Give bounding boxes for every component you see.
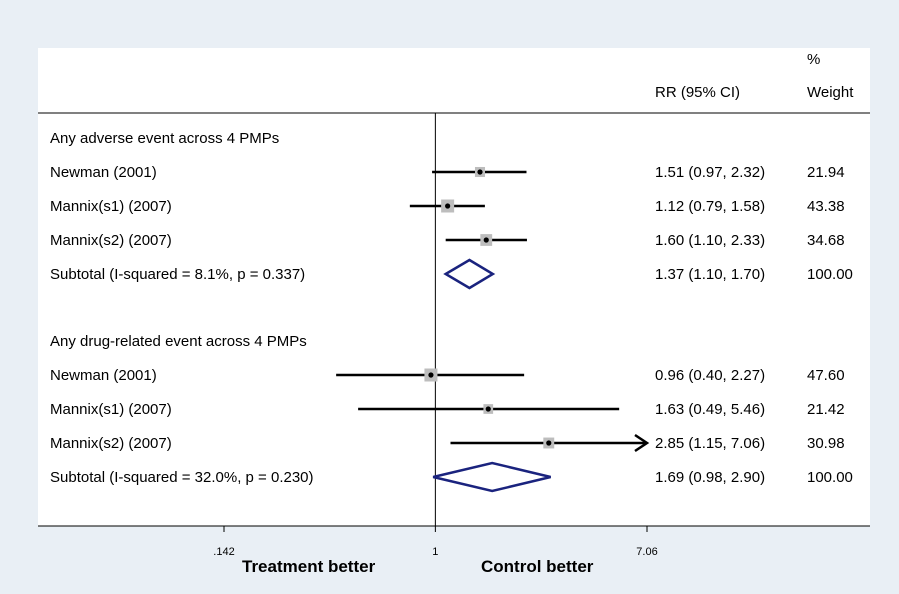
ci-arrowhead	[634, 433, 650, 453]
subtotal-diamond	[432, 461, 551, 493]
study-weight: 47.60	[807, 367, 845, 384]
study-rr-text: 1.63 (0.49, 5.46)	[655, 401, 765, 418]
subtotal-weight: 100.00	[807, 469, 853, 486]
study-label: Mannix(s1) (2007)	[50, 401, 172, 418]
study-weight: 21.94	[807, 164, 845, 181]
x-tick-label: 7.06	[636, 546, 657, 558]
weight-header: Weight	[807, 84, 854, 101]
subtotal-label: Subtotal (I-squared = 8.1%, p = 0.337)	[50, 266, 305, 283]
x-tick-label: .142	[213, 546, 234, 558]
rr-header: RR (95% CI)	[655, 84, 740, 101]
subtotal-label: Subtotal (I-squared = 32.0%, p = 0.230)	[50, 469, 314, 486]
subtotal-weight: 100.00	[807, 266, 853, 283]
study-weight: 34.68	[807, 232, 845, 249]
x-axis: .142 1 7.06	[213, 526, 658, 558]
study-rr-text: 2.85 (1.15, 7.06)	[655, 435, 765, 452]
study-rr-text: 1.12 (0.79, 1.58)	[655, 198, 765, 215]
point-estimate	[483, 237, 489, 243]
point-estimate	[477, 169, 483, 175]
study-weight: 21.42	[807, 401, 845, 418]
point-estimate	[428, 372, 434, 378]
forest-rows: Any adverse event across 4 PMPs Newman (2…	[50, 113, 853, 526]
study-weight: 43.38	[807, 198, 845, 215]
study-weight: 30.98	[807, 435, 845, 452]
subtotal-rr-text: 1.69 (0.98, 2.90)	[655, 469, 765, 486]
control-better-label: Control better	[481, 557, 594, 576]
plot-panel	[38, 48, 870, 526]
study-label: Mannix(s2) (2007)	[50, 435, 172, 452]
study-label: Mannix(s1) (2007)	[50, 198, 172, 215]
point-estimate	[546, 440, 552, 446]
study-label: Newman (2001)	[50, 164, 157, 181]
study-label: Mannix(s2) (2007)	[50, 232, 172, 249]
study-label: Newman (2001)	[50, 367, 157, 384]
subtotal-diamond	[443, 258, 496, 290]
point-estimate	[445, 203, 451, 209]
x-tick-label: 1	[432, 546, 438, 558]
subtotal-rr-text: 1.37 (1.10, 1.70)	[655, 266, 765, 283]
point-estimate	[485, 406, 491, 412]
study-rr-text: 1.51 (0.97, 2.32)	[655, 164, 765, 181]
group-title: Any drug-related event across 4 PMPs	[50, 333, 307, 350]
study-rr-text: 1.60 (1.10, 2.33)	[655, 232, 765, 249]
treatment-better-label: Treatment better	[242, 557, 376, 576]
weight-header-percent: %	[807, 51, 820, 68]
group-title: Any adverse event across 4 PMPs	[50, 130, 279, 147]
study-rr-text: 0.96 (0.40, 2.27)	[655, 367, 765, 384]
